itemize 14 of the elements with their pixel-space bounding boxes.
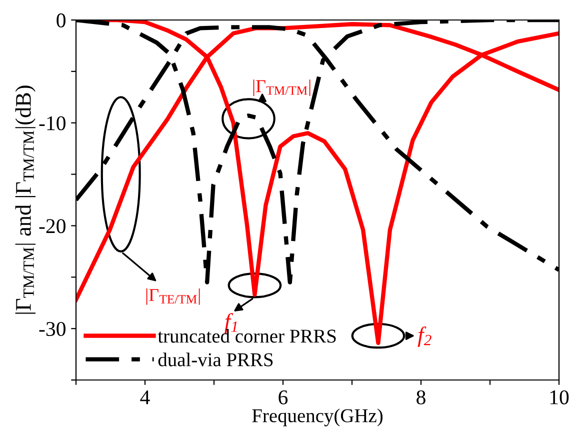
x-tick-label: 4: [140, 390, 150, 404]
y-tick-label: -10: [39, 116, 66, 130]
y-axis-title: |Γ$_{TM/TM}$| and |Γ$_{TM/TM}$|(dB): [15, 86, 36, 314]
legend-label: dual-via PRRS: [158, 352, 273, 366]
annotation: f$_{2}$: [418, 326, 432, 347]
x-tick-label: 6: [278, 390, 288, 404]
y-tick-label: -30: [39, 322, 66, 336]
x-tick-label: 10: [550, 390, 569, 404]
annotation: |Γ$_{TE/TM}$|: [146, 288, 200, 305]
x-tick-label: 8: [416, 390, 426, 404]
y-tick-label: -20: [39, 219, 66, 234]
x-axis-title: Frequency(GHz): [252, 408, 383, 426]
annotation: |Γ$_{TM/TM}$|: [253, 80, 310, 96]
y-tick-label: 0: [56, 13, 66, 28]
